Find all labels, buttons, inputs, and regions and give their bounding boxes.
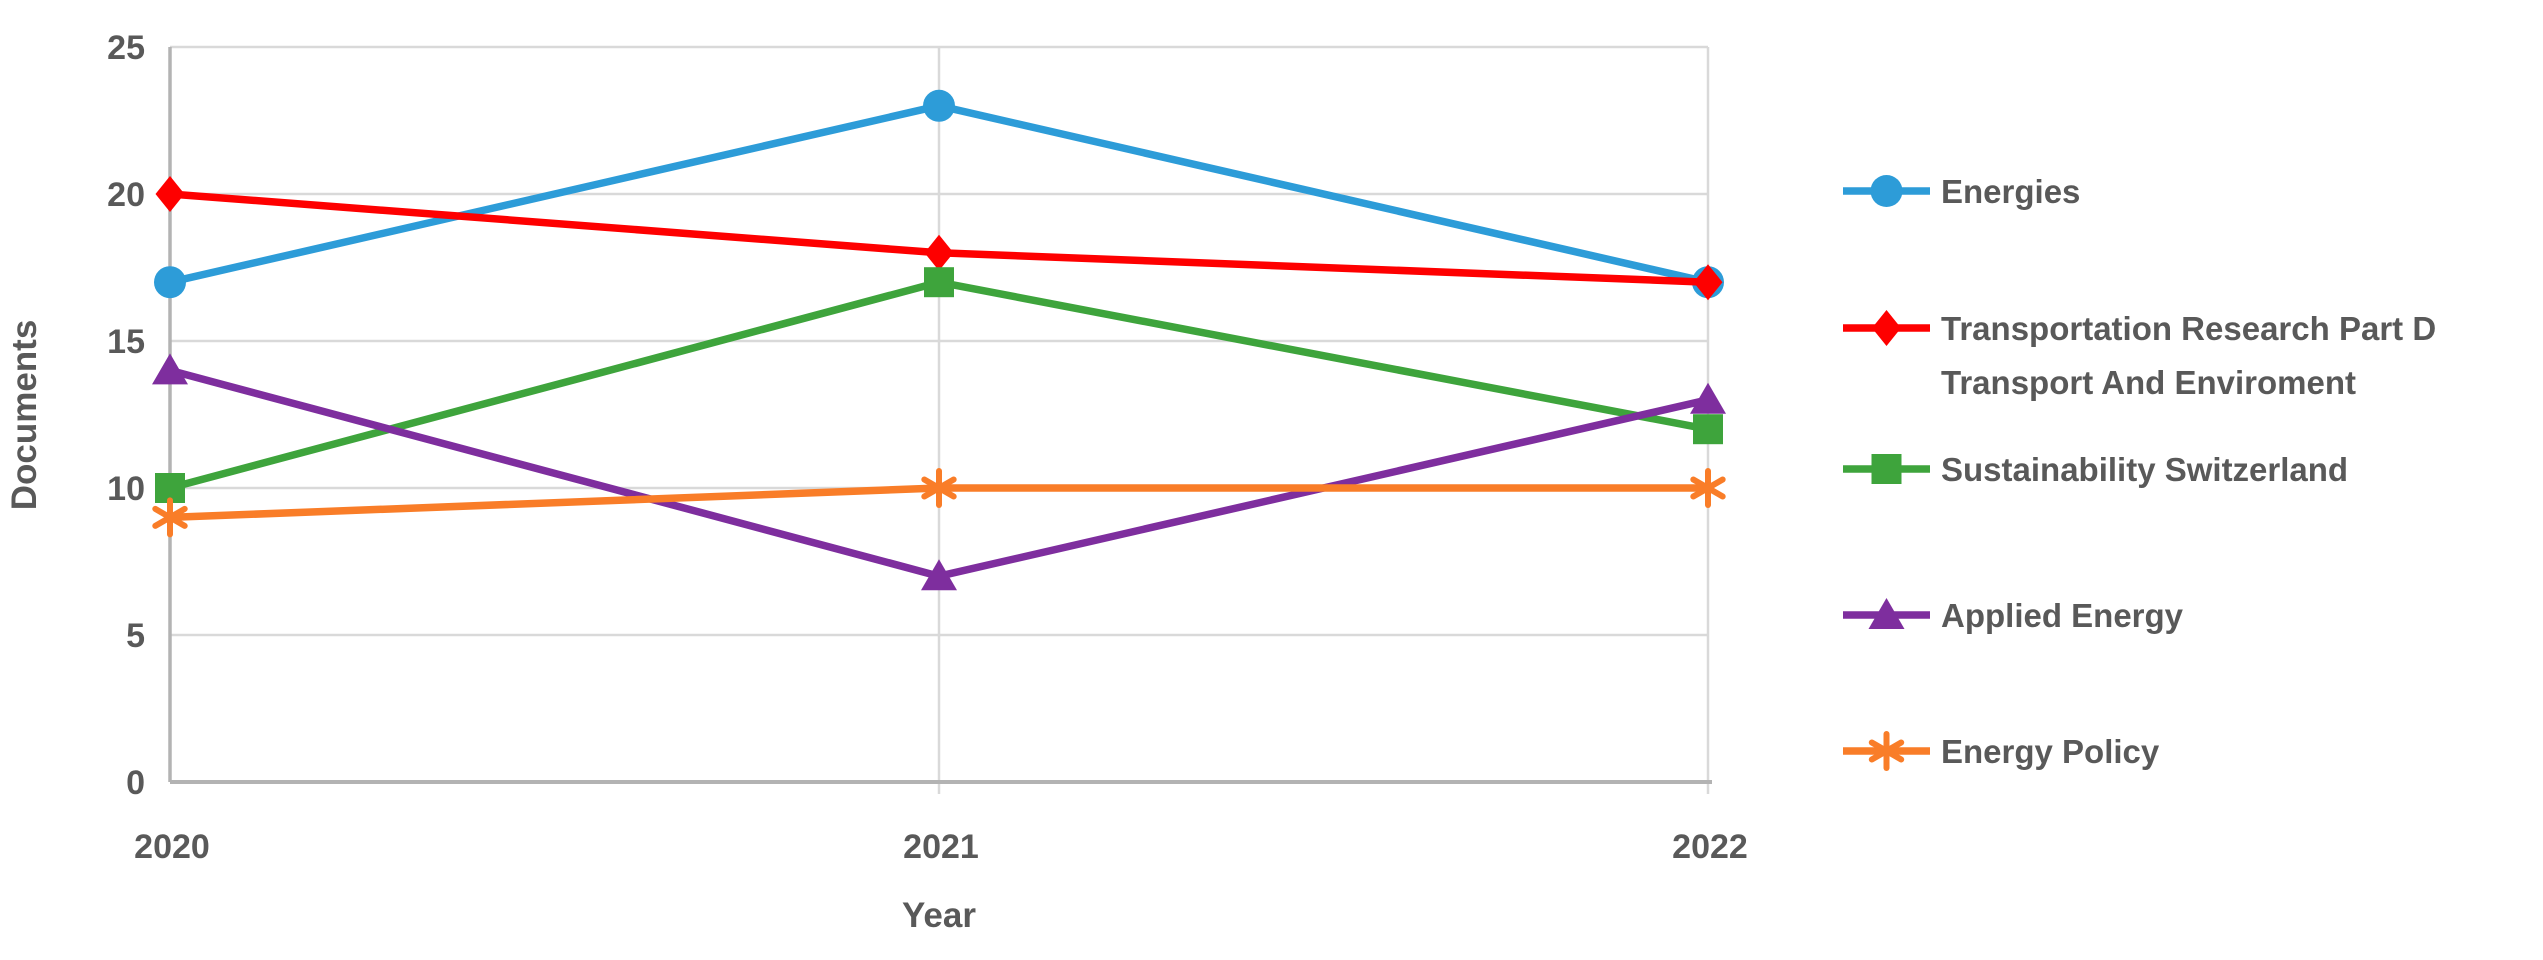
marker-circle [1870,175,1903,207]
marker-diamond [1872,310,1901,346]
series-applied-energy [152,353,1726,591]
gridlines-layer [170,45,1710,794]
legend-item-sustainability-switzerland: Sustainability Switzerland [1843,451,2348,488]
marker-square [1693,414,1723,445]
x-tick-label: 2022 [1672,828,1748,866]
marker-diamond [1693,264,1723,301]
legend-label: Transportation Research Part D [1941,310,2436,347]
y-tick-label: 0 [126,764,145,802]
marker-square [924,267,954,298]
y-tick-label: 15 [107,323,145,361]
x-axis-title: Year [902,896,976,935]
x-tick-label: 2021 [903,828,979,866]
x-tick-label: 2020 [134,828,210,866]
marker-triangle [1868,598,1905,629]
legend-item-transportation-research-part-d-transport-and-enviroment: Transportation Research Part D Transport … [1843,310,2436,401]
marker-asterisk-spoke [1690,476,1726,500]
y-axis-title: Documents [5,320,44,511]
marker-diamond [155,176,185,212]
legend-label: Energies [1941,173,2080,210]
marker-triangle [921,559,957,591]
legend-item-energy-policy: Energy Policy [1843,731,2160,771]
legend-label: Transport And Enviroment [1941,364,2356,401]
legend-item-applied-energy: Applied Energy [1843,597,2184,634]
series-layer [152,89,1726,591]
marker-asterisk-spoke [152,505,188,529]
series-transportation-research-part-d-transport-and-enviroment [155,176,1723,301]
legend-item-energies: Energies [1843,173,2080,210]
y-tick-label: 25 [107,29,145,67]
marker-asterisk [152,497,188,538]
marker-asterisk-spoke [921,476,957,500]
series-energy-policy [152,468,1726,538]
marker-asterisk [1868,731,1905,771]
marker-circle [154,266,186,299]
marker-triangle [1690,382,1726,414]
y-tick-label: 5 [126,617,145,655]
series-sustainability-switzerland [155,267,1723,503]
legend-label: Energy Policy [1941,733,2160,770]
axis-titles-layer: Documents Year [5,320,976,935]
legend-label: Applied Energy [1941,597,2184,634]
tick-labels-layer: 0 5 10 15 20 25 2020 2021 2022 [107,29,1748,866]
y-tick-label: 10 [107,470,145,508]
marker-asterisk [921,468,957,508]
axes-layer [168,47,1712,784]
marker-triangle [152,353,188,385]
marker-diamond [924,234,954,271]
y-tick-label: 20 [107,176,145,214]
marker-asterisk-spoke [1868,739,1905,763]
marker-asterisk [1690,468,1726,508]
marker-circle [923,89,955,122]
marker-square [1871,454,1902,484]
legend-label: Sustainability Switzerland [1941,451,2348,488]
